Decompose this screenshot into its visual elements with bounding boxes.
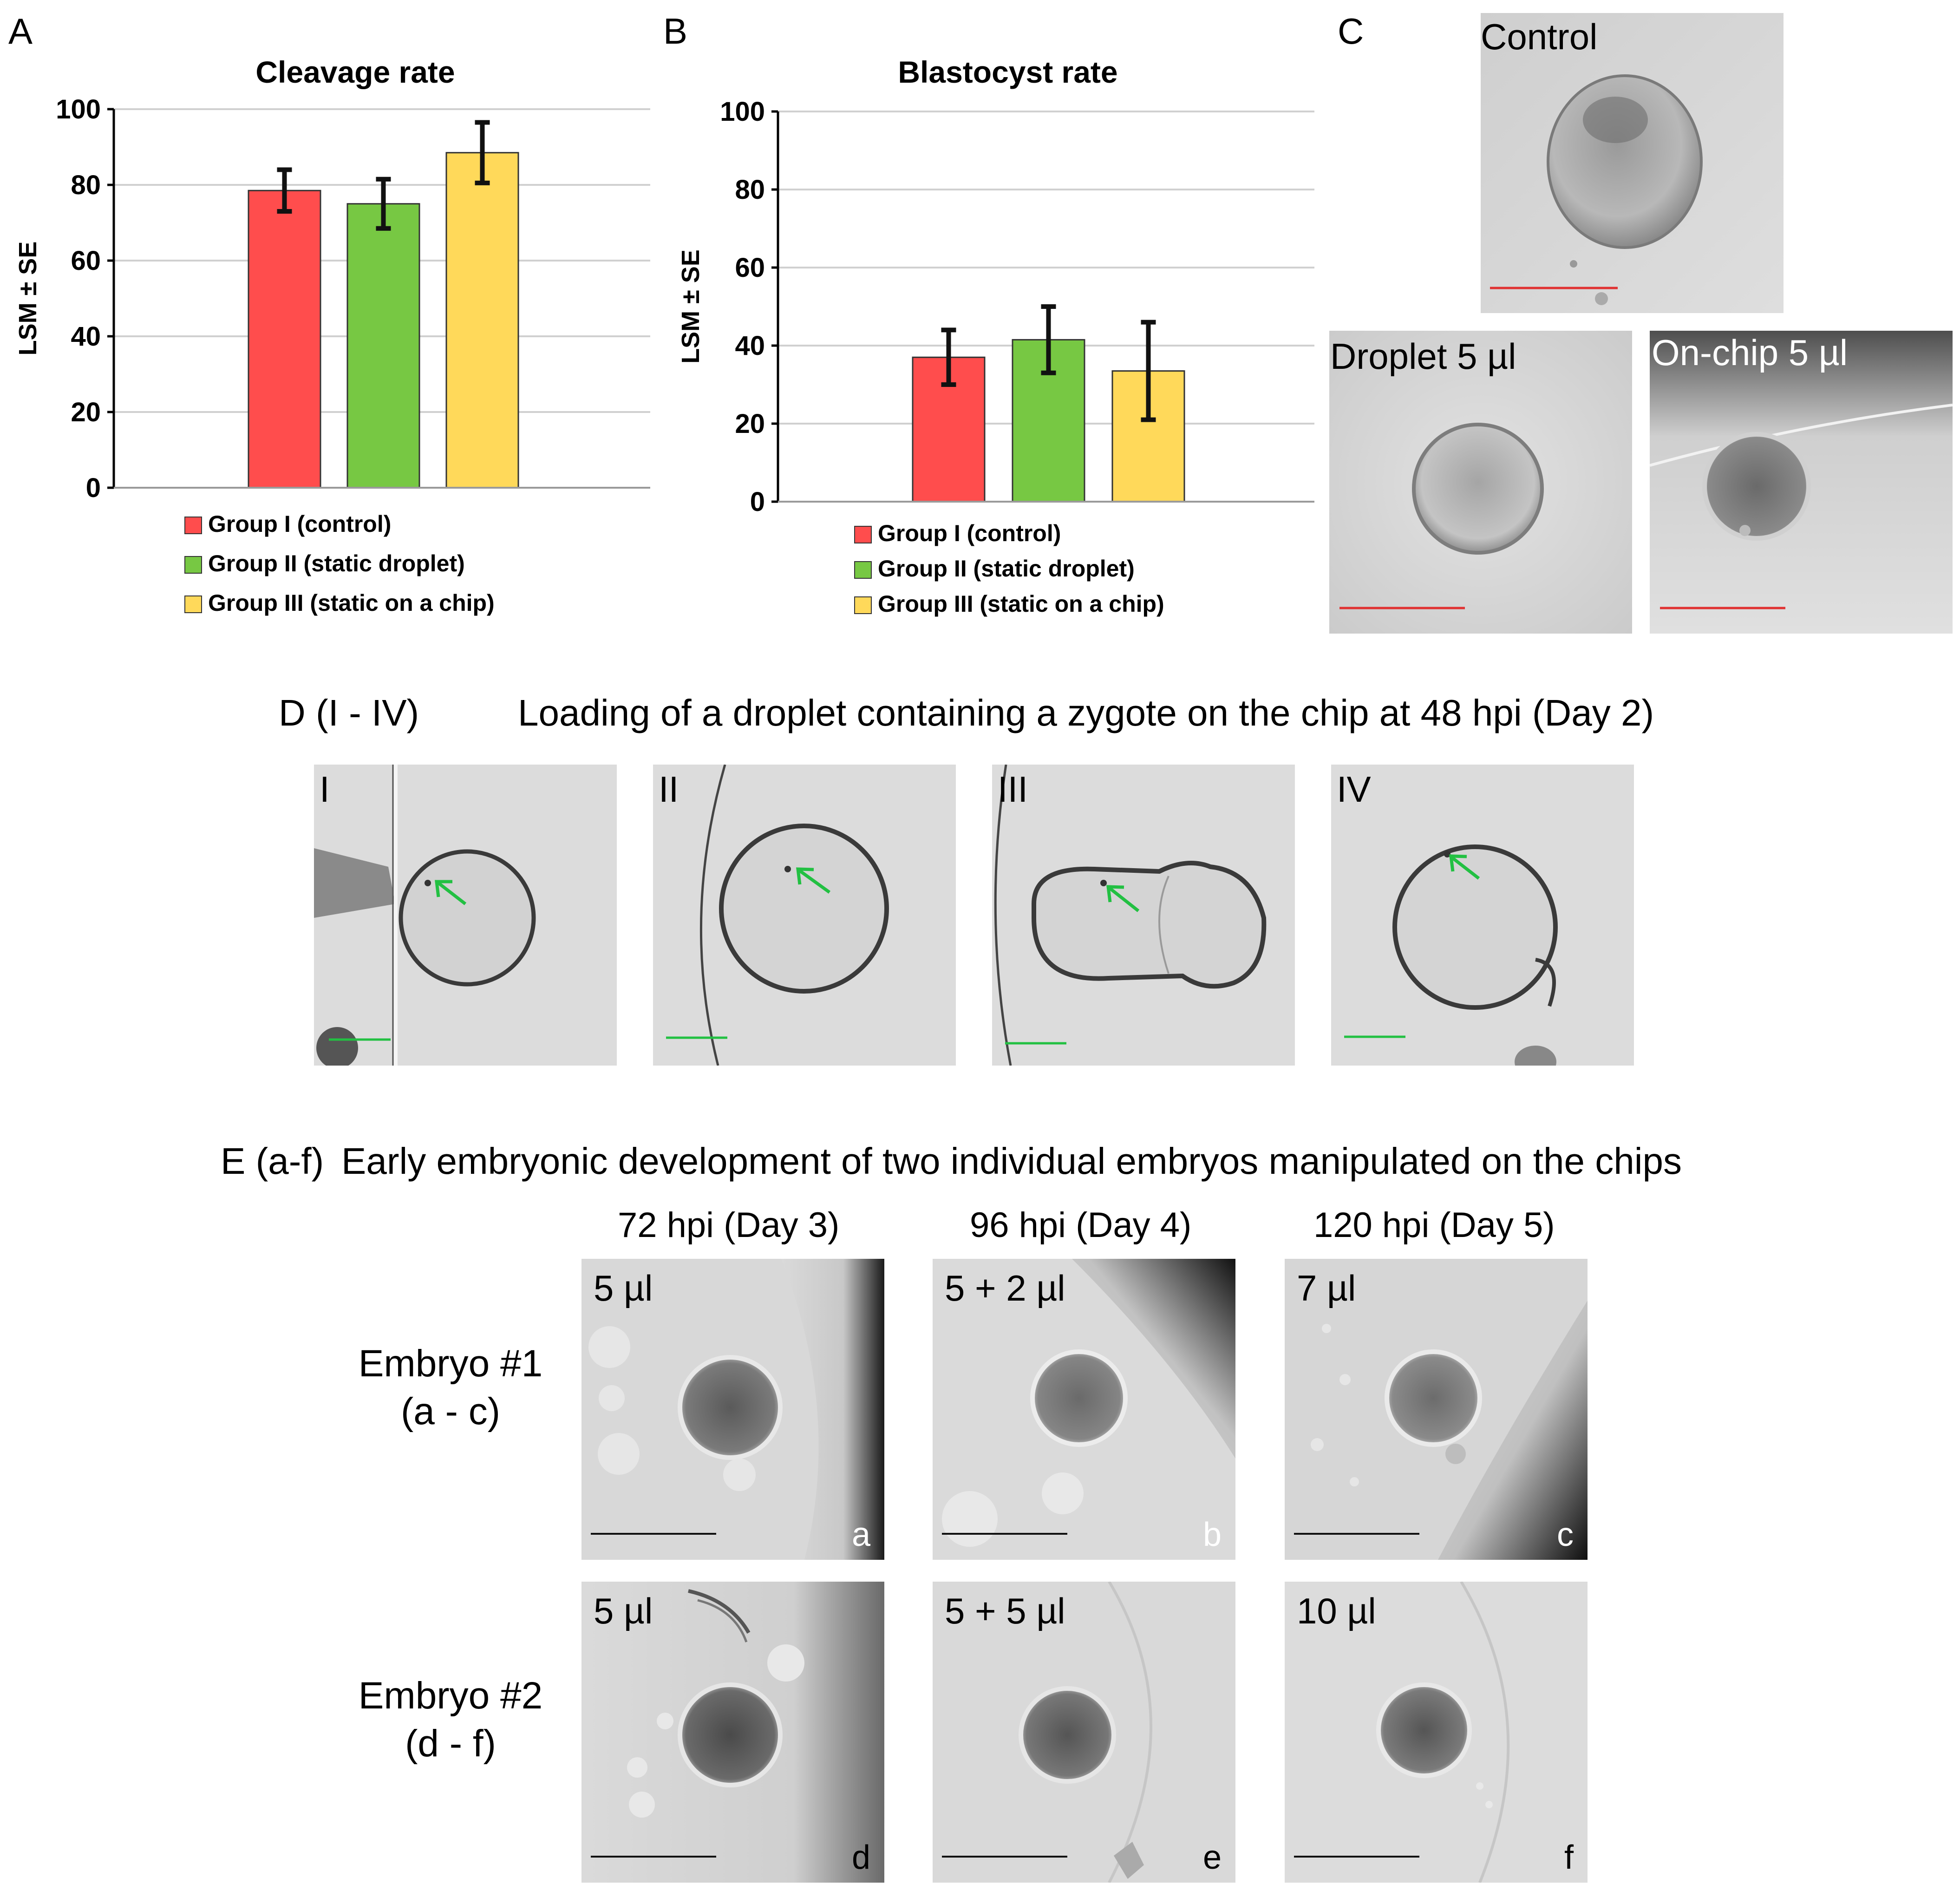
- legend-label: Group II (static droplet): [878, 556, 1135, 582]
- micrograph-e-b: 5 + 2 µl b: [933, 1259, 1235, 1560]
- row-label-embryo-1-range: (a - c): [400, 1390, 501, 1433]
- y-tick-label: 80: [71, 170, 101, 200]
- y-tick-label: 40: [71, 321, 101, 352]
- micrograph-e-c-volume: 7 µl: [1297, 1268, 1356, 1309]
- micrograph-e-b-volume: 5 + 2 µl: [945, 1268, 1065, 1309]
- micrograph-e-e-letter: e: [1202, 1839, 1222, 1876]
- legend-label: Group I (control): [208, 511, 391, 537]
- y-tick-label: 100: [56, 94, 101, 124]
- y-tick-label: 80: [735, 175, 765, 205]
- column-header-day5: 120 hpi (Day 5): [1313, 1205, 1555, 1245]
- panel-d-caption: Loading of a droplet containing a zygote…: [518, 692, 1654, 733]
- y-tick-label: 60: [735, 253, 765, 283]
- legend-swatch: [184, 595, 202, 613]
- micrograph-droplet: [1329, 331, 1632, 634]
- panel-d-label: D (I - IV): [279, 692, 419, 733]
- column-header-day3: 72 hpi (Day 3): [618, 1205, 840, 1245]
- micrograph-control: Control: [1481, 13, 1784, 313]
- micrograph-e-c-letter: c: [1557, 1516, 1574, 1553]
- bar: [445, 152, 519, 489]
- micrograph-e-f-volume: 10 µl: [1297, 1590, 1376, 1631]
- micrograph-e-b-letter: b: [1202, 1516, 1222, 1553]
- micrograph-e-f-letter: f: [1564, 1839, 1574, 1876]
- micrograph-e-c: 7 µl c: [1285, 1259, 1588, 1560]
- row-label-embryo-1-name: Embryo #1: [358, 1342, 543, 1385]
- micrograph-d-ii: II: [653, 765, 956, 1066]
- micrograph-d-ii-label: II: [659, 769, 679, 810]
- row-label-embryo-2: Embryo #2 (d - f): [344, 1672, 557, 1767]
- legend-label: Group III (static on a chip): [208, 590, 495, 616]
- panel-label-b: B: [663, 11, 688, 52]
- panel-label-c: C: [1338, 11, 1364, 52]
- y-tick-label: 20: [735, 409, 765, 439]
- row-label-embryo-2-range: (d - f): [405, 1722, 496, 1765]
- bar: [346, 203, 420, 489]
- chart-title: Blastocyst rate: [898, 55, 1117, 89]
- row-label-embryo-2-name: Embryo #2: [358, 1675, 543, 1717]
- panel-e-caption: Early embryonic development of two indiv…: [341, 1140, 1682, 1182]
- bar: [248, 190, 321, 489]
- micrograph-d-i-label: I: [320, 769, 330, 810]
- panel-label-a: A: [8, 11, 33, 52]
- micrograph-d-iii-label: III: [998, 769, 1028, 810]
- legend-swatch: [184, 556, 202, 574]
- micrograph-e-e-volume: 5 + 5 µl: [945, 1590, 1065, 1631]
- y-tick-label: 20: [71, 397, 101, 427]
- micrograph-control-label: Control: [1481, 16, 1598, 57]
- micrograph-onchip-label: On-chip 5 µl: [1652, 332, 1848, 373]
- micrograph-e-a: 5 µl a: [581, 1259, 884, 1560]
- micrograph-e-d-volume: 5 µl: [594, 1590, 653, 1631]
- micrograph-e-f: 10 µl f: [1285, 1582, 1588, 1883]
- y-tick-label: 40: [735, 331, 765, 361]
- chart-blastocyst-rate: Blastocyst rate 0 20 40 60 80 100 LSM ± SE Group…: [677, 55, 1314, 617]
- micrograph-e-e: 5 + 5 µl e: [933, 1582, 1235, 1883]
- legend-swatch: [854, 526, 872, 543]
- micrograph-onchip: [1650, 331, 1953, 634]
- micrograph-d-iv: IV: [1331, 765, 1634, 1066]
- column-header-day4: 96 hpi (Day 4): [970, 1205, 1192, 1245]
- micrograph-d-i: I: [314, 765, 617, 1066]
- micrograph-e-d: 5 µl d: [581, 1582, 884, 1883]
- micrograph-d-iii: III: [992, 765, 1295, 1066]
- legend-label: Group II (static droplet): [208, 550, 465, 576]
- legend-swatch: [184, 517, 202, 534]
- y-axis-label: LSM ± SE: [677, 249, 705, 364]
- legend-swatch: [854, 561, 872, 579]
- y-tick-label: 0: [86, 473, 101, 503]
- micrograph-e-a-letter: a: [851, 1516, 870, 1553]
- y-tick-label: 100: [720, 97, 765, 127]
- row-label-embryo-1: Embryo #1 (a - c): [344, 1340, 557, 1435]
- chart-title: Cleavage rate: [255, 55, 455, 89]
- legend-swatch: [854, 596, 872, 614]
- chart-cleavage-rate: Cleavage rate 0 20 40 60 80 100 LSM ± SE Group I…: [14, 55, 650, 616]
- panel-e-label: E (a-f): [221, 1140, 324, 1182]
- y-tick-label: 0: [750, 487, 765, 517]
- micrograph-d-iv-label: IV: [1337, 769, 1371, 810]
- legend-label: Group III (static on a chip): [878, 591, 1164, 617]
- micrograph-e-d-letter: d: [851, 1839, 870, 1876]
- y-tick-label: 60: [71, 246, 101, 276]
- y-axis-label: LSM ± SE: [14, 242, 42, 356]
- micrograph-droplet-label: Droplet 5 µl: [1330, 336, 1516, 377]
- legend-label: Group I (control): [878, 520, 1061, 546]
- micrograph-e-a-volume: 5 µl: [594, 1268, 653, 1309]
